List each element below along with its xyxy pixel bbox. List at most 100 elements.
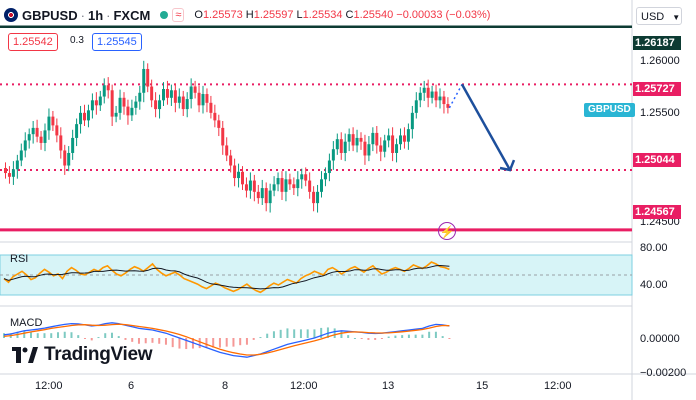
rsi-ma-line (3, 264, 450, 290)
lightning-icon[interactable]: ⚡ (438, 222, 456, 240)
macd-histogram-bar (266, 333, 269, 338)
candle-body (154, 100, 158, 110)
candle-body (339, 139, 343, 153)
candle-body (189, 86, 193, 100)
candle-body (98, 96, 102, 106)
macd-histogram-bar (110, 332, 113, 338)
macd-histogram-bar (259, 337, 262, 339)
macd-histogram-bar (205, 338, 208, 348)
macd-histogram-bar (306, 329, 309, 338)
candle-body (406, 129, 410, 142)
macd-histogram-bar (43, 333, 46, 338)
candle-body (193, 86, 197, 93)
candle-body (162, 89, 165, 101)
chevron-down-icon: ▼ (672, 13, 681, 22)
candle-body (312, 191, 316, 204)
x-axis-label: 8 (222, 380, 229, 392)
signal-line (3, 323, 450, 356)
candle-body (71, 137, 75, 153)
macd-histogram-bar (63, 331, 66, 338)
macd-histogram-bar (218, 338, 221, 348)
currency-label: USD (641, 11, 665, 23)
rsi-line (3, 261, 450, 294)
gbpusd-flag-icon (4, 8, 18, 22)
macd-histogram-bar (117, 336, 120, 338)
candle-body (130, 107, 134, 116)
candle-body (422, 87, 426, 93)
candle-body (205, 94, 209, 103)
candle-body (308, 180, 312, 192)
forecast-dotted-line (448, 84, 463, 109)
macd-histogram-bar (353, 338, 356, 339)
wave-icon[interactable]: ≈ (172, 8, 185, 22)
candle-body (276, 178, 280, 185)
candle-body (4, 168, 7, 174)
symbol-name[interactable]: GBPUSD (22, 7, 78, 23)
candle-body (142, 68, 146, 93)
candle-body (244, 184, 248, 191)
macd-histogram-bar (124, 338, 127, 340)
macd-histogram-bar (29, 332, 32, 338)
candle-body (260, 188, 264, 199)
candle-body (292, 184, 296, 189)
candle-body (418, 92, 422, 101)
macd-histogram-bar (448, 338, 451, 339)
macd-histogram-bar (23, 330, 26, 338)
macd-histogram-bar (367, 338, 370, 340)
candle-body (351, 134, 355, 146)
candle-body (379, 145, 383, 152)
macd-histogram-bar (320, 327, 323, 338)
candle-body (320, 179, 323, 192)
candle-body (51, 116, 55, 126)
forecast-arrowhead (499, 159, 516, 172)
low-label: L (296, 9, 303, 21)
candle-body (177, 96, 181, 103)
buy-price-button[interactable]: 1.25545 (92, 33, 142, 51)
candle-body (173, 90, 177, 103)
candle-body (79, 112, 83, 125)
candle-body (256, 191, 260, 199)
candle-body (225, 145, 229, 156)
sell-price-button[interactable]: 1.25542 (8, 33, 58, 51)
macd-histogram-bar (239, 338, 242, 346)
candle-body (430, 91, 434, 98)
candle-body (110, 90, 114, 117)
macd-histogram-bar (279, 329, 282, 338)
macd-histogram-bar (293, 329, 296, 338)
macd-histogram-bar (97, 337, 100, 339)
candle-body (27, 134, 31, 141)
close-label: C (345, 9, 354, 21)
candle-body (118, 97, 122, 113)
level-tag-2: 1.25727 (633, 82, 681, 96)
high-value: 1.25597 (253, 9, 294, 21)
rsi-label[interactable]: RSI (10, 253, 29, 265)
candle-body (241, 171, 244, 185)
level-tag-4: 1.24567 (633, 205, 681, 219)
currency-button[interactable]: USD ▼ (636, 7, 682, 25)
candle-body (284, 179, 288, 192)
macd-histogram-bar (50, 333, 53, 338)
candle-body (359, 137, 363, 142)
macd-histogram-bar (137, 338, 140, 344)
x-axis-label: 13 (382, 380, 395, 392)
candle-body (150, 86, 154, 101)
rsi-band (0, 254, 633, 296)
tradingview-logo-icon (12, 347, 38, 363)
timeframe-label[interactable]: 1h (87, 7, 104, 23)
symbol-price-tag: GBPUSD (584, 103, 635, 117)
candle-body (387, 135, 391, 141)
candle-body (438, 96, 442, 101)
candle-body (233, 165, 237, 179)
candle-body (43, 130, 47, 143)
header-separator: · (106, 7, 111, 23)
price-tick: 1.24500 (640, 216, 680, 228)
macd-histogram-bar (225, 338, 228, 347)
macd-label[interactable]: MACD (10, 317, 43, 329)
candle-body (15, 160, 19, 170)
candle-body (7, 173, 11, 177)
macd-histogram-bar (272, 331, 275, 338)
candle-body (126, 106, 130, 116)
macd-histogram-bar (428, 331, 431, 338)
candle-body (410, 112, 414, 130)
